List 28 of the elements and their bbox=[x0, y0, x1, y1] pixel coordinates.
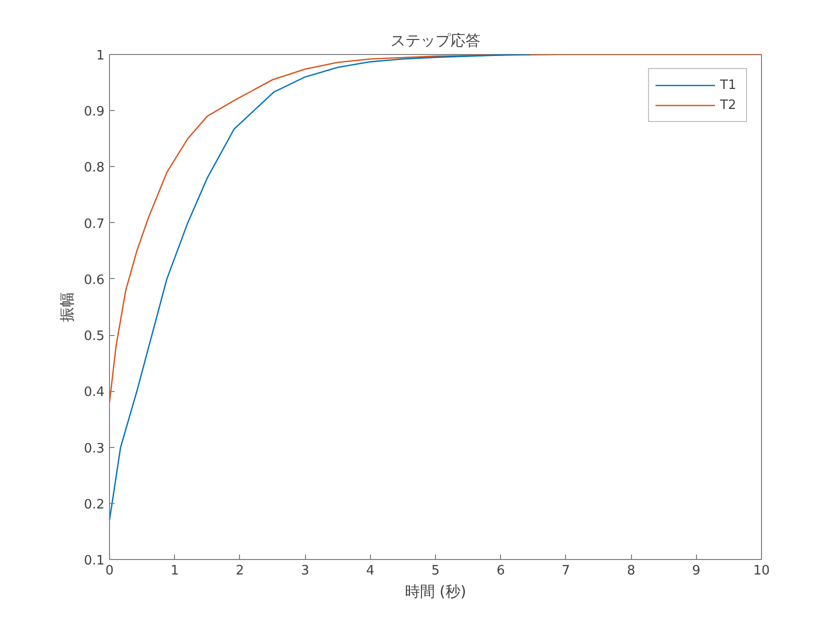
y-axis-title: 振幅 bbox=[58, 292, 76, 322]
legend-label: T2 bbox=[720, 98, 738, 112]
x-tick-label: 7 bbox=[562, 564, 570, 578]
x-tick-label: 4 bbox=[366, 564, 374, 578]
x-tick-label: 5 bbox=[431, 564, 440, 578]
y-tick-label: 0.9 bbox=[84, 104, 105, 120]
line-series bbox=[110, 54, 531, 521]
x-tick-label: 9 bbox=[692, 564, 700, 578]
x-tick-label: 10 bbox=[753, 564, 770, 578]
chart-title: ステップ応答 bbox=[390, 32, 480, 50]
y-tick-label: 0.1 bbox=[84, 554, 105, 568]
y-tick-label: 0.2 bbox=[84, 497, 105, 512]
y-tick-label: 1 bbox=[96, 48, 105, 64]
legend-label: T1 bbox=[720, 78, 738, 92]
y-tick-label: 0.7 bbox=[84, 216, 105, 232]
x-tick-label: 3 bbox=[300, 564, 310, 578]
x-tick-label: 2 bbox=[236, 564, 244, 578]
y-tick-label: 0.4 bbox=[84, 385, 105, 400]
y-tick-label: 0.5 bbox=[84, 329, 105, 344]
y-tick-label: 0.6 bbox=[84, 272, 105, 288]
line-series bbox=[110, 54, 762, 404]
y-tick-label: 0.8 bbox=[84, 160, 105, 176]
x-axis-title: 時間 (秒) bbox=[404, 582, 466, 600]
x-tick-label: 6 bbox=[496, 564, 505, 578]
x-tick-label: 1 bbox=[170, 564, 179, 578]
y-tick-label: 0.3 bbox=[84, 441, 105, 456]
x-tick-label: 8 bbox=[626, 564, 636, 578]
x-tick-label: 0 bbox=[105, 564, 114, 578]
